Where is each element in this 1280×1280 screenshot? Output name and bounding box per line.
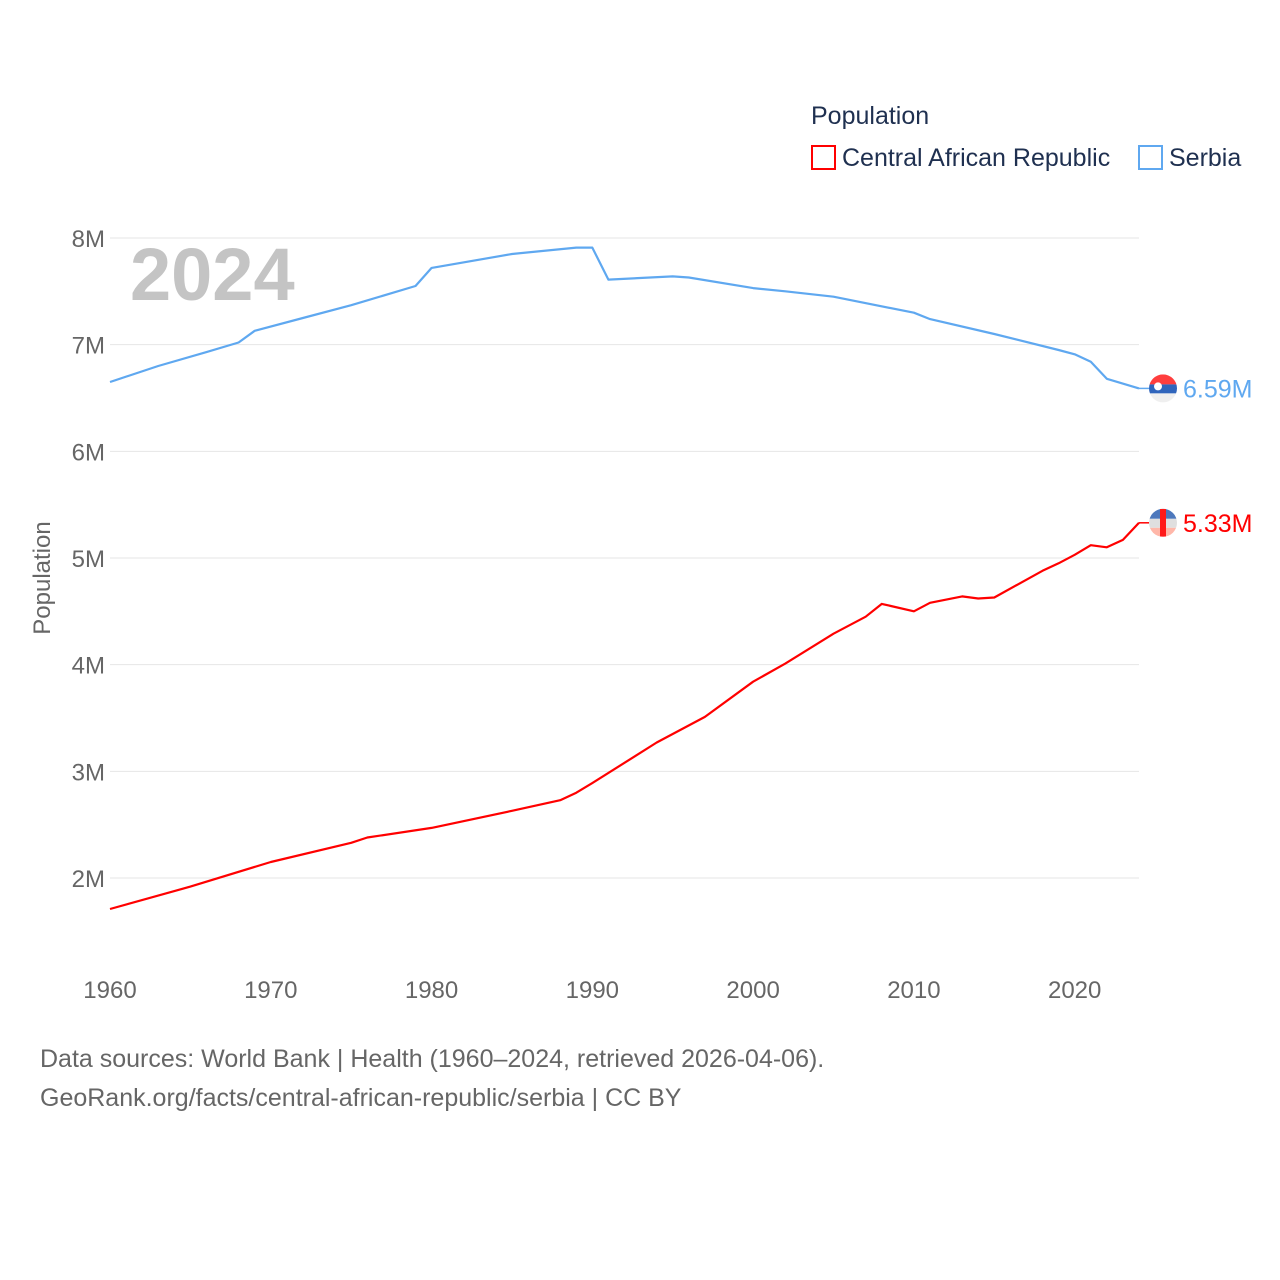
- end-value-label: 5.33M: [1183, 510, 1252, 538]
- x-tick-label: 2010: [887, 977, 940, 1004]
- y-tick-label: 7M: [72, 333, 105, 360]
- legend-label-car[interactable]: Central African Republic: [842, 144, 1110, 172]
- y-axis-label: Population: [29, 521, 56, 634]
- legend-swatch-serbia[interactable]: [1138, 145, 1163, 170]
- car-flag-icon: [1149, 508, 1177, 537]
- flag-emblem: [1154, 382, 1162, 391]
- y-tick-label: 2M: [72, 866, 105, 893]
- source-line-1: Data sources: World Bank | Health (1960–…: [40, 1045, 825, 1073]
- flag-stripe: [1149, 384, 1177, 394]
- legend-swatch-car[interactable]: [811, 145, 836, 170]
- x-tick-label: 2020: [1048, 977, 1101, 1004]
- source-line-2: GeoRank.org/facts/central-african-republ…: [40, 1084, 682, 1112]
- series-line-serbia[interactable]: [109, 246, 1140, 390]
- year-overlay: 2024: [130, 233, 295, 316]
- flag-body: [1149, 374, 1177, 403]
- x-tick-label: 1990: [566, 977, 619, 1004]
- flag-stripe: [1149, 393, 1177, 403]
- y-tick-label: 6M: [72, 439, 105, 466]
- x-tick-label: 1960: [83, 977, 136, 1004]
- end-value-label: 6.59M: [1183, 375, 1252, 403]
- flag-stripe: [1160, 508, 1166, 537]
- legend: Population Central African Republic Serb…: [811, 102, 1241, 172]
- flag-stripe: [1149, 374, 1177, 385]
- y-tick-label: 4M: [72, 653, 105, 680]
- flag-body: [1149, 508, 1177, 537]
- x-tick-label: 2000: [726, 977, 779, 1004]
- y-tick-label: 8M: [72, 226, 105, 253]
- x-tick-label: 1970: [244, 977, 297, 1004]
- x-tick-label: 1980: [405, 977, 458, 1004]
- legend-label-serbia[interactable]: Serbia: [1169, 144, 1241, 172]
- serbia-flag-icon: [1149, 374, 1177, 403]
- legend-title: Population: [811, 102, 929, 130]
- y-tick-label: 3M: [72, 759, 105, 786]
- y-tick-label: 5M: [72, 546, 105, 573]
- series-line-car[interactable]: [109, 522, 1140, 911]
